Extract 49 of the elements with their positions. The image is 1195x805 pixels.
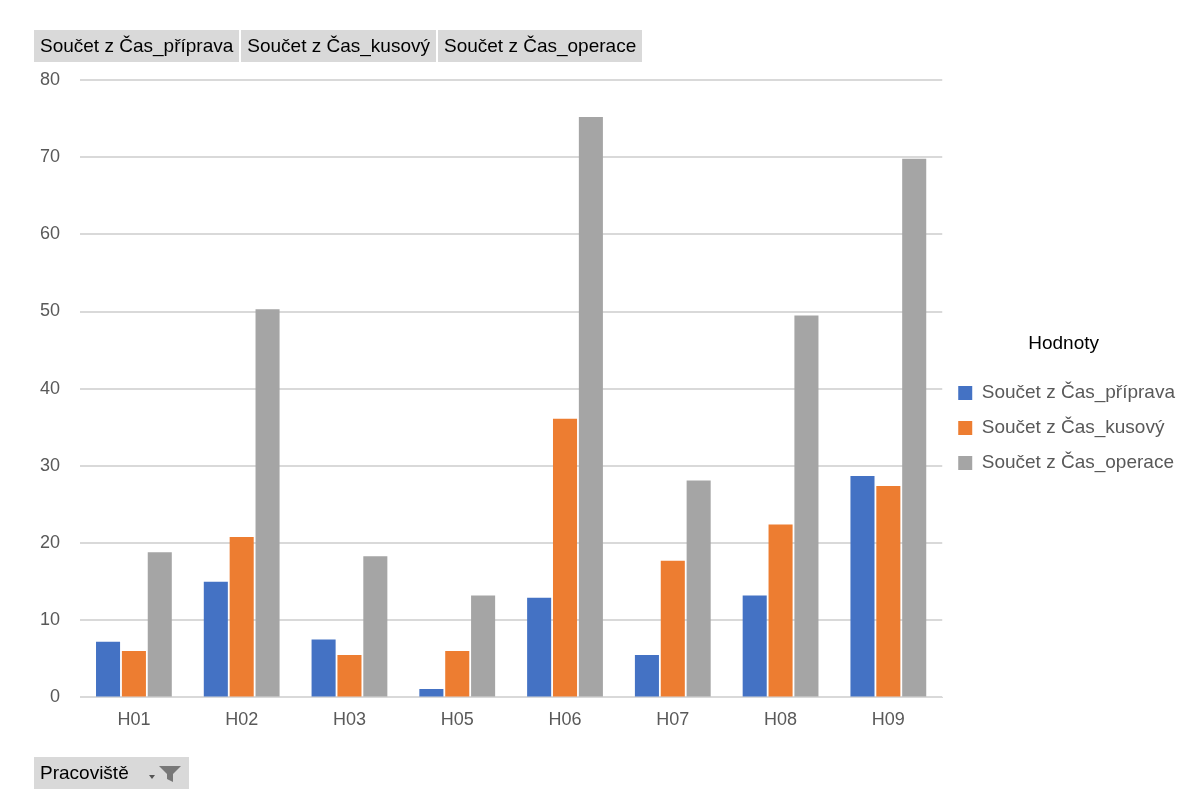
text: Pracoviště — [40, 762, 129, 783]
y-tick-label: 10 — [39, 609, 61, 630]
y-tick-label: 30 — [39, 454, 61, 475]
bar — [876, 485, 901, 697]
bar — [445, 651, 470, 697]
x-tick-label: H09 — [871, 709, 905, 730]
y-tick-label: 70 — [39, 146, 61, 167]
text: Součet z Čas_kusový — [241, 30, 436, 62]
legend-label: Součet z Čas_příprava — [981, 381, 1176, 404]
legend-title: Hodnoty — [1028, 332, 1100, 354]
bar — [768, 524, 793, 697]
bar — [552, 418, 578, 697]
y-tick-label: 20 — [39, 532, 61, 553]
x-tick-label: H08 — [764, 709, 798, 730]
bar — [203, 581, 228, 697]
x-tick-label: H01 — [117, 709, 151, 730]
bar — [363, 556, 388, 697]
bar — [794, 315, 819, 697]
bar — [634, 654, 659, 697]
bar — [121, 651, 146, 697]
bar — [686, 480, 711, 697]
x-tick-label: H03 — [332, 709, 366, 730]
bar — [255, 309, 280, 697]
bar — [96, 641, 121, 697]
bar — [578, 117, 603, 697]
legend-label: Součet z Čas_kusový — [981, 416, 1165, 439]
bar — [311, 639, 336, 697]
x-tick-label: H05 — [440, 709, 474, 730]
y-tick-label: 60 — [39, 223, 61, 244]
bar — [471, 595, 496, 697]
text: Součet z Čas_příprava — [34, 30, 240, 62]
bar — [337, 654, 362, 697]
bar — [742, 595, 767, 697]
y-tick-label: 50 — [39, 300, 61, 321]
x-tick-label: H07 — [656, 709, 690, 730]
x-tick-label: H02 — [225, 709, 259, 730]
bar — [902, 158, 927, 697]
y-tick-label: 80 — [39, 68, 61, 89]
x-tick-label: H06 — [548, 709, 582, 730]
bar — [147, 552, 172, 697]
bar — [419, 688, 444, 697]
y-tick-label: 40 — [39, 377, 61, 398]
text: Součet z Čas_operace — [437, 30, 643, 62]
y-tick-label: 0 — [50, 686, 61, 707]
legend-label: Součet z Čas_operace — [981, 451, 1174, 474]
bar — [660, 560, 685, 697]
bar — [229, 536, 254, 697]
bar — [850, 475, 875, 697]
bar — [527, 597, 552, 697]
